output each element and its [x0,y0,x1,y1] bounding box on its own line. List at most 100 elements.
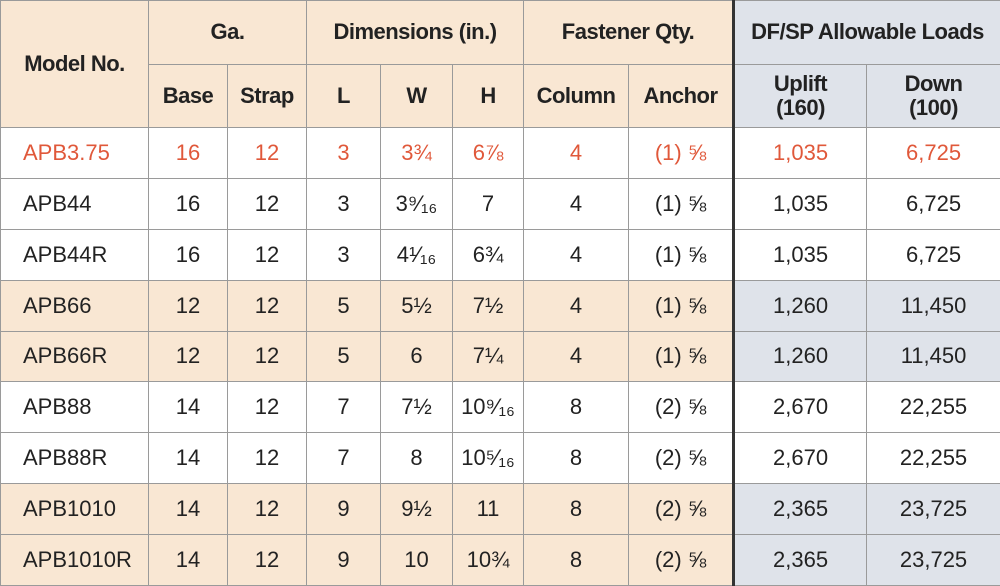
table-cell: 14 [149,433,228,484]
table-cell: 1,035 [734,229,867,280]
header-cell: Column [524,65,629,128]
table-cell: 9 [307,535,381,586]
table-cell: APB88 [1,382,149,433]
table-cell: 12 [228,382,307,433]
table-cell: 4 [524,331,629,382]
header-cell: L [307,65,381,128]
table-cell: 6,725 [867,229,1000,280]
table-cell: 11,450 [867,280,1000,331]
table-cell: 16 [149,229,228,280]
table-cell: 11 [453,484,524,535]
header-cell: Fastener Qty. [524,1,734,65]
table-cell: 3 [307,229,381,280]
table-cell: 7 [307,382,381,433]
table-cell: 7½ [453,280,524,331]
header-cell: Ga. [149,1,307,65]
table-cell: 5 [307,331,381,382]
table-cell: APB44 [1,178,149,229]
header-cell: Model No. [1,1,149,128]
table-cell: (1) ⅝ [629,331,734,382]
table-cell: 23,725 [867,535,1000,586]
table-cell: 10 [381,535,453,586]
header-cell: H [453,65,524,128]
table-cell: 6,725 [867,128,1000,179]
table-cell: 6¾ [453,229,524,280]
table-cell: APB1010 [1,484,149,535]
table-cell: 10⁹⁄₁₆ [453,382,524,433]
table-cell: 22,255 [867,382,1000,433]
table-cell: (2) ⅝ [629,382,734,433]
table-cell: 1,035 [734,178,867,229]
table-cell: 12 [149,331,228,382]
table-cell: 3⁹⁄₁₆ [381,178,453,229]
table-cell: 1,260 [734,331,867,382]
table-header: Model No. Ga. Dimensions (in.) Fastener … [1,1,1000,128]
table-cell: 2,365 [734,484,867,535]
table-cell: 16 [149,128,228,179]
table-cell: 8 [524,535,629,586]
table-cell: 12 [228,280,307,331]
header-cell: W [381,65,453,128]
header-cell: Uplift (160) [734,65,867,128]
table-cell: 8 [524,382,629,433]
table-cell: 6⅞ [453,128,524,179]
table-cell: APB66 [1,280,149,331]
table-cell: APB88R [1,433,149,484]
table-cell: 22,255 [867,433,1000,484]
table-cell: (1) ⅝ [629,229,734,280]
table-cell: (2) ⅝ [629,484,734,535]
table-cell: 7½ [381,382,453,433]
table-cell: 4 [524,280,629,331]
table-cell: 3 [307,178,381,229]
table-cell: 12 [228,229,307,280]
table-cell: 8 [381,433,453,484]
table-cell: 8 [524,433,629,484]
table-cell: 14 [149,382,228,433]
header-cell: Down (100) [867,65,1000,128]
table-cell: 12 [228,433,307,484]
table-cell: 16 [149,178,228,229]
header-cell: Dimensions (in.) [307,1,524,65]
table-cell: 5½ [381,280,453,331]
table-cell: 7 [307,433,381,484]
table-cell: 23,725 [867,484,1000,535]
table-cell: 4¹⁄₁₆ [381,229,453,280]
table-cell: 4 [524,128,629,179]
table-cell: 14 [149,484,228,535]
table-cell: 8 [524,484,629,535]
header-cell: Anchor [629,65,734,128]
table-cell: 2,670 [734,433,867,484]
table-cell: 12 [149,280,228,331]
table-cell: 3¾ [381,128,453,179]
header-cell: Base [149,65,228,128]
table-cell: 14 [149,535,228,586]
table-cell: APB44R [1,229,149,280]
table-cell: 12 [228,484,307,535]
table-cell: 12 [228,178,307,229]
table-cell: 9 [307,484,381,535]
table-cell: 7¼ [453,331,524,382]
table-cell: 3 [307,128,381,179]
table-cell: 12 [228,535,307,586]
table-cell: (2) ⅝ [629,433,734,484]
table-cell: 9½ [381,484,453,535]
table-cell: APB3.75 [1,128,149,179]
table-cell: 5 [307,280,381,331]
table-cell: 6 [381,331,453,382]
table-cell: 12 [228,331,307,382]
table-cell: 11,450 [867,331,1000,382]
table-cell: 4 [524,178,629,229]
table-cell: 1,260 [734,280,867,331]
table-cell: 2,365 [734,535,867,586]
